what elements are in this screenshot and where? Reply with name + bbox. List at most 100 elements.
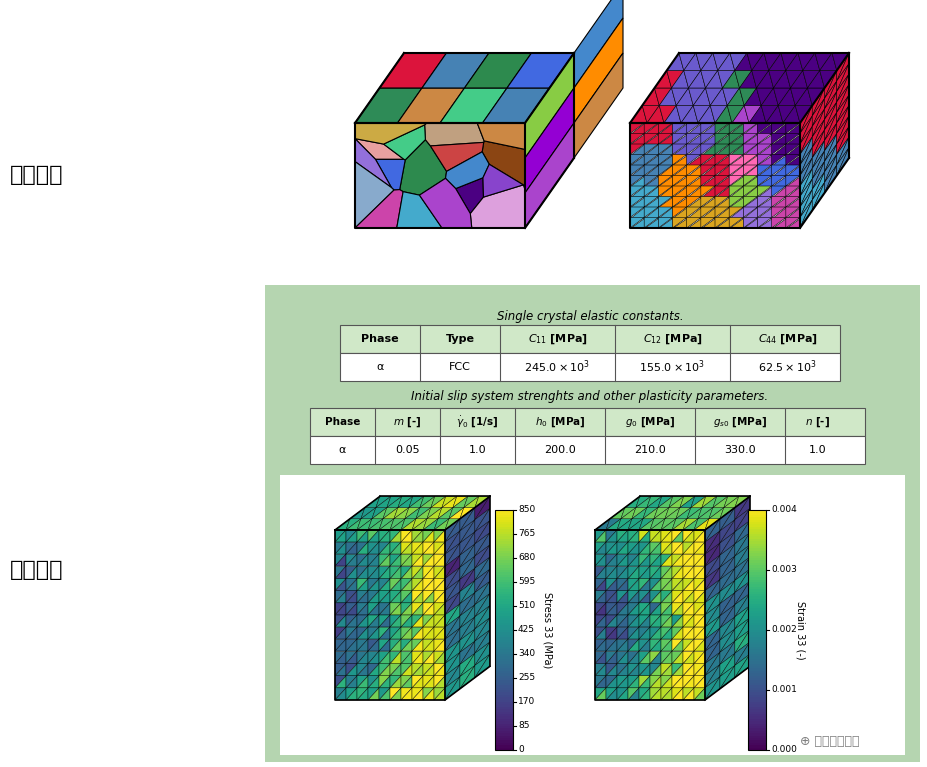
Text: 210.0: 210.0 xyxy=(633,445,666,455)
Polygon shape xyxy=(693,615,705,627)
Polygon shape xyxy=(400,566,412,578)
Polygon shape xyxy=(705,531,719,555)
Polygon shape xyxy=(790,88,806,106)
Polygon shape xyxy=(445,616,460,639)
Polygon shape xyxy=(616,603,628,615)
Polygon shape xyxy=(616,591,628,603)
Polygon shape xyxy=(729,176,743,186)
Polygon shape xyxy=(616,639,628,651)
Polygon shape xyxy=(660,615,671,627)
Polygon shape xyxy=(628,615,639,627)
Polygon shape xyxy=(836,95,848,123)
Polygon shape xyxy=(701,496,716,508)
Bar xyxy=(339,325,839,353)
Bar xyxy=(494,627,513,630)
Polygon shape xyxy=(671,603,682,615)
Polygon shape xyxy=(378,542,389,555)
Polygon shape xyxy=(616,603,628,615)
Polygon shape xyxy=(802,53,819,71)
Bar xyxy=(494,580,513,582)
Polygon shape xyxy=(628,627,639,639)
Polygon shape xyxy=(671,627,682,639)
Polygon shape xyxy=(335,639,346,651)
Polygon shape xyxy=(434,615,445,627)
Polygon shape xyxy=(734,606,749,629)
Polygon shape xyxy=(639,688,649,700)
Polygon shape xyxy=(335,688,346,700)
Bar xyxy=(494,522,513,525)
Polygon shape xyxy=(460,532,475,555)
Polygon shape xyxy=(383,508,398,518)
Polygon shape xyxy=(368,566,378,578)
Polygon shape xyxy=(682,518,697,530)
Bar xyxy=(747,570,765,572)
Polygon shape xyxy=(460,568,475,591)
Polygon shape xyxy=(688,71,705,88)
Polygon shape xyxy=(836,106,848,133)
Bar xyxy=(747,640,765,642)
Bar xyxy=(747,568,765,570)
Polygon shape xyxy=(729,176,743,186)
Text: 1.0: 1.0 xyxy=(468,445,486,455)
Polygon shape xyxy=(368,651,378,663)
Polygon shape xyxy=(423,651,434,663)
Polygon shape xyxy=(400,591,412,603)
Polygon shape xyxy=(743,144,756,154)
Bar xyxy=(747,748,765,750)
Polygon shape xyxy=(430,496,445,508)
Polygon shape xyxy=(756,176,771,186)
Polygon shape xyxy=(389,518,404,530)
Polygon shape xyxy=(357,530,368,542)
Polygon shape xyxy=(686,207,700,218)
Polygon shape xyxy=(734,533,749,556)
Polygon shape xyxy=(475,654,489,677)
Polygon shape xyxy=(693,518,708,530)
Text: 765: 765 xyxy=(517,529,535,538)
Polygon shape xyxy=(712,53,730,71)
Bar xyxy=(747,611,765,613)
Polygon shape xyxy=(605,676,616,688)
Polygon shape xyxy=(412,555,423,566)
Polygon shape xyxy=(383,508,398,518)
Polygon shape xyxy=(475,521,489,544)
Polygon shape xyxy=(660,639,671,651)
Polygon shape xyxy=(672,133,686,144)
Polygon shape xyxy=(806,88,823,106)
Polygon shape xyxy=(357,663,368,676)
Polygon shape xyxy=(335,555,346,566)
Bar xyxy=(494,594,513,597)
Polygon shape xyxy=(771,133,785,144)
Polygon shape xyxy=(823,133,836,162)
Polygon shape xyxy=(682,651,693,663)
Polygon shape xyxy=(682,603,693,615)
Polygon shape xyxy=(682,688,693,700)
Polygon shape xyxy=(643,196,657,207)
Polygon shape xyxy=(756,123,771,133)
Polygon shape xyxy=(686,133,700,144)
Polygon shape xyxy=(389,651,400,663)
Polygon shape xyxy=(475,496,489,508)
Polygon shape xyxy=(823,113,836,140)
Polygon shape xyxy=(649,639,660,651)
Polygon shape xyxy=(641,88,658,106)
Polygon shape xyxy=(368,555,378,566)
Polygon shape xyxy=(368,676,378,688)
Polygon shape xyxy=(404,508,419,518)
Polygon shape xyxy=(445,568,460,591)
Polygon shape xyxy=(672,165,686,176)
Polygon shape xyxy=(605,518,620,530)
Polygon shape xyxy=(686,154,700,165)
Polygon shape xyxy=(657,496,672,508)
Polygon shape xyxy=(605,627,616,639)
Polygon shape xyxy=(378,603,389,615)
Polygon shape xyxy=(646,496,661,508)
Polygon shape xyxy=(434,639,445,651)
Polygon shape xyxy=(445,616,460,639)
Polygon shape xyxy=(357,578,368,591)
Polygon shape xyxy=(734,509,749,532)
Polygon shape xyxy=(649,615,660,627)
Polygon shape xyxy=(714,176,729,186)
Polygon shape xyxy=(368,688,378,700)
Polygon shape xyxy=(814,53,832,71)
Bar xyxy=(747,517,765,519)
